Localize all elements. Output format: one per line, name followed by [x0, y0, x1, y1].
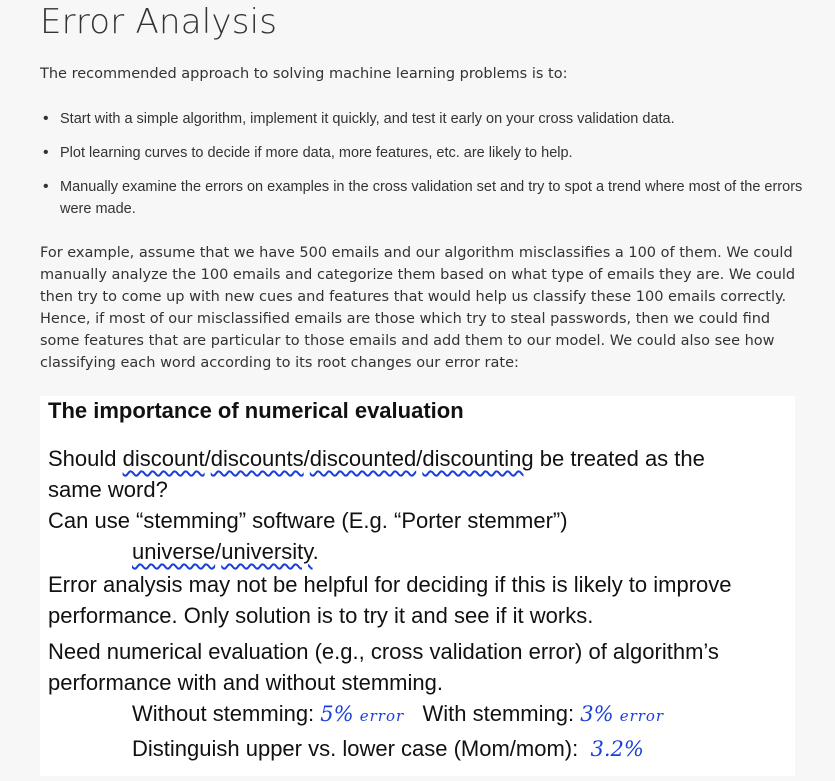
case-label: Distinguish upper vs. lower case (Mom/mo… [132, 736, 579, 761]
word-discount: discount [122, 446, 205, 471]
period: . [312, 539, 319, 564]
case-value: 3.2% [590, 737, 644, 761]
bullet-icon: • [43, 178, 49, 195]
word-university: university [221, 539, 313, 564]
bullet-icon: • [43, 144, 49, 161]
question-prefix: Should [48, 446, 123, 471]
example-paragraph: For example, assume that we have 500 ema… [40, 245, 796, 371]
step-text: Plot learning curves to decide if more d… [60, 145, 573, 161]
question-line-2: same word? [48, 477, 168, 502]
without-stemming-label: Without stemming: [132, 701, 315, 726]
separator: / [215, 539, 222, 564]
bullet-icon: • [43, 110, 49, 127]
list-item: • Plot learning curves to decide if more… [40, 142, 810, 164]
lecture-slide-image: The importance of numerical evaluation S… [40, 396, 795, 776]
step-text: Start with a simple algorithm, implement… [60, 111, 675, 127]
universe-line: universe/university. [132, 539, 319, 565]
with-stemming-value: 3% [580, 702, 614, 726]
error-analysis-line-1: Error analysis may not be helpful for de… [48, 572, 732, 597]
list-item: • Start with a simple algorithm, impleme… [40, 108, 810, 130]
stemming-line: Can use “stemming” software (E.g. “Porte… [48, 508, 568, 533]
word-discounts: discounts [210, 446, 304, 471]
list-item: • Manually examine the errors on example… [40, 176, 810, 220]
without-stemming-error-word: error [359, 707, 405, 725]
without-stemming-value: 5% [320, 702, 354, 726]
separator: / [204, 446, 211, 471]
step-text: Manually examine the errors on examples … [60, 179, 803, 217]
word-discounted: discounted [309, 446, 417, 471]
separator: / [303, 446, 310, 471]
error-analysis-line-2: performance. Only solution is to try it … [48, 603, 594, 628]
separator: / [416, 446, 423, 471]
word-discounting: discounting [422, 446, 534, 471]
stemming-results-line: Without stemming: 5% error With stemming… [132, 701, 664, 727]
numerical-eval-line-2: performance with and without stemming. [48, 670, 443, 695]
case-line: Distinguish upper vs. lower case (Mom/mo… [132, 736, 644, 762]
question-line: Should discount/discounts/discounted/dis… [48, 446, 705, 472]
numerical-eval-line-1: Need numerical evaluation (e.g., cross v… [48, 639, 719, 664]
steps-list: • Start with a simple algorithm, impleme… [40, 108, 810, 232]
word-universe: universe [132, 539, 216, 564]
question-suffix: be treated as the [533, 446, 705, 471]
slide-title: The importance of numerical evaluation [48, 398, 464, 423]
intro-text: The recommended approach to solving mach… [40, 66, 568, 82]
with-stemming-label: With stemming: [422, 701, 575, 726]
with-stemming-error-word: error [619, 707, 665, 725]
page-title: Error Analysis [40, 2, 278, 42]
